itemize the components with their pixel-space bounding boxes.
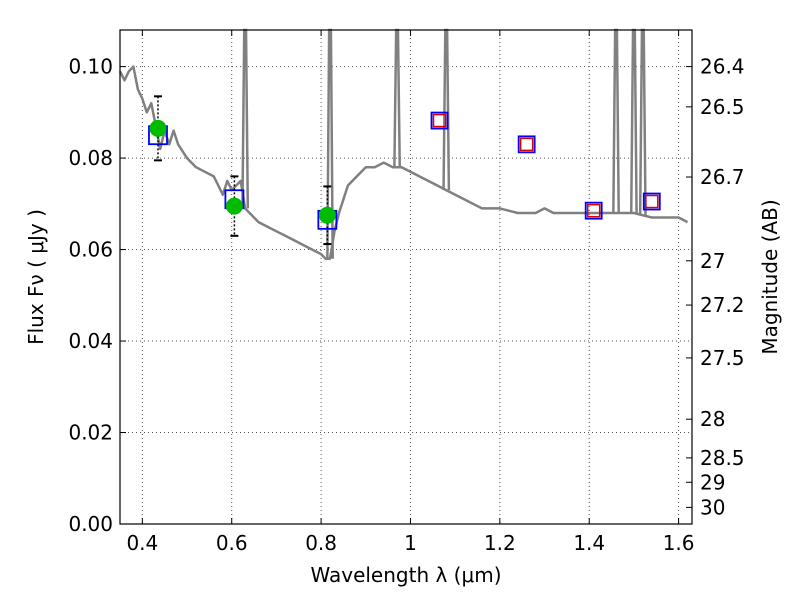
y-tick-label: 0.08 (68, 146, 113, 170)
y-tick-label: 0.02 (68, 421, 113, 445)
magnitude-tick-label: 30 (700, 495, 725, 519)
y-tick-label: 0.00 (68, 512, 113, 536)
y-tick-label: 0.06 (68, 238, 113, 262)
predicted-photometry-square (519, 137, 534, 152)
observed-photometry-point (149, 119, 167, 137)
plot-frame (119, 29, 693, 525)
emission-line (612, 28, 620, 213)
ticks-layer: 0.4 0.6 0.8 1 1.2 1.4 1.6 0.00 0.02 0.04 0.06 0.08 0… (68, 30, 745, 555)
x-tick-label: 0.6 (216, 531, 248, 555)
x-tick-label: 0.8 (305, 531, 337, 555)
model-photometry-square (584, 201, 603, 220)
model-photometry-square (430, 111, 449, 130)
x-axis-label: Wavelength λ (μm) (310, 563, 501, 587)
emission-line (393, 28, 401, 168)
emission-line (629, 28, 638, 213)
y-tick-label: 0.10 (68, 55, 113, 79)
magnitude-axis-label: Magnitude (AB) (758, 199, 782, 354)
y-axis-label: Flux Fν ( μJy ) (24, 209, 48, 345)
predicted-photometry-square (586, 203, 601, 218)
model-sed-layer (118, 28, 689, 260)
emission-line (442, 28, 451, 191)
x-tick-label: 1.2 (484, 531, 516, 555)
magnitude-tick-label: 27.2 (700, 293, 745, 317)
model-sed-line (118, 65, 689, 260)
grid-layer (120, 30, 692, 525)
predicted-photometry-square (432, 113, 447, 128)
x-tick-label: 1 (404, 531, 417, 555)
magnitude-tick-label: 29 (700, 470, 725, 494)
emission-line (326, 28, 334, 259)
x-tick-label: 1.6 (663, 531, 695, 555)
emission-line (638, 28, 647, 216)
x-tick-label: 0.4 (126, 531, 158, 555)
predicted-photometry-square (645, 194, 659, 209)
photometry-layer (148, 95, 661, 246)
magnitude-tick-label: 27 (700, 249, 725, 273)
emission-line (241, 28, 250, 209)
magnitude-tick-label: 26.7 (700, 165, 745, 189)
magnitude-tick-label: 28.5 (700, 446, 745, 470)
model-photometry-square (642, 192, 661, 211)
x-tick-label: 1.4 (573, 531, 605, 555)
observed-photometry-point (318, 206, 336, 224)
y-tick-label: 0.04 (68, 329, 113, 353)
magnitude-tick-label: 27.5 (700, 346, 745, 370)
model-photometry-square (517, 135, 536, 154)
magnitude-tick-label: 26.4 (700, 55, 745, 79)
magnitude-tick-label: 26.5 (700, 95, 745, 119)
magnitude-tick-label: 28 (700, 407, 725, 431)
observed-photometry-point (225, 197, 243, 215)
